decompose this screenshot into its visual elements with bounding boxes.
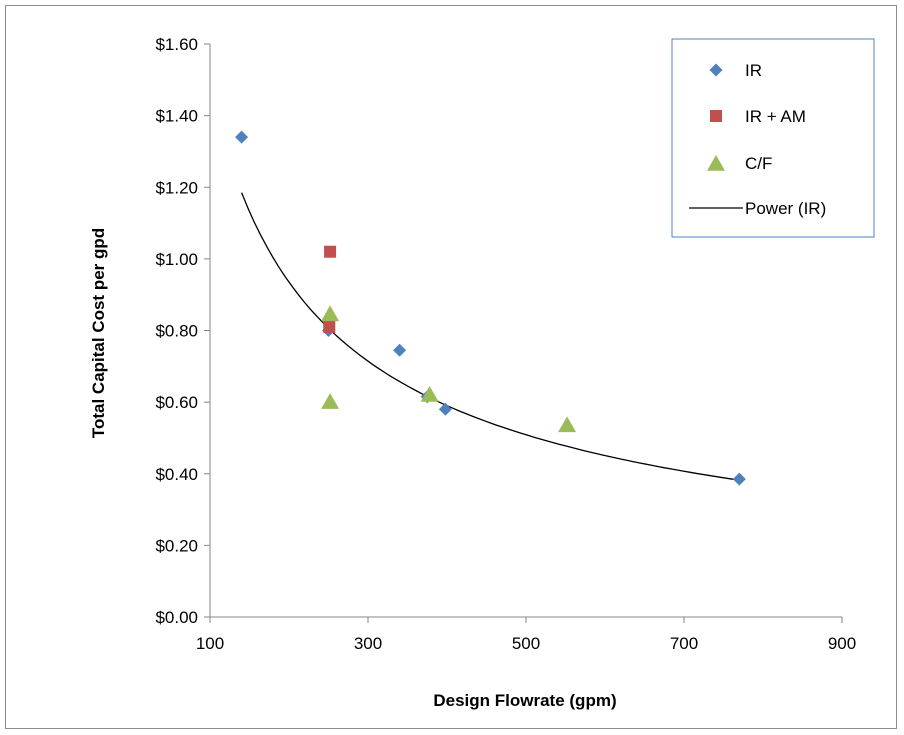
y-tick-label: $0.60 <box>155 393 198 412</box>
x-tick-label: 900 <box>828 634 856 653</box>
triangle-marker <box>321 305 340 322</box>
legend-square-icon <box>710 110 722 122</box>
series-c-f <box>321 305 577 433</box>
legend-triangle-icon <box>707 155 725 171</box>
square-marker <box>324 245 337 258</box>
y-tick-label: $0.80 <box>155 322 198 341</box>
data-markers <box>235 130 746 486</box>
y-axis-title: Total Capital Cost per gpd <box>89 228 108 438</box>
triangle-marker <box>558 416 577 433</box>
triangle-marker <box>321 393 340 409</box>
diamond-marker <box>393 343 407 357</box>
legend-label: IR + AM <box>745 107 806 126</box>
x-tick-label: 300 <box>354 634 382 653</box>
legend-box <box>671 38 875 238</box>
power-trendline <box>240 192 740 481</box>
legend: IR IR + AM C/F Power (IR) <box>671 38 875 238</box>
y-tick-label: $0.40 <box>155 465 198 484</box>
x-axis-title: Design Flowrate (gpm) <box>433 691 616 710</box>
triangle-marker <box>420 385 439 402</box>
x-tick-label: 700 <box>670 634 698 653</box>
legend-label: IR <box>745 61 762 80</box>
legend-label: Power (IR) <box>745 199 826 218</box>
legend-diamond-icon <box>709 63 723 77</box>
x-axis-ticks: 100 300 500 700 900 <box>196 617 856 653</box>
diamond-marker <box>732 472 746 486</box>
y-tick-label: $1.40 <box>155 107 198 126</box>
x-tick-label: 500 <box>512 634 540 653</box>
legend-label: C/F <box>745 154 772 173</box>
y-tick-label: $1.20 <box>155 178 198 197</box>
square-marker <box>323 320 336 333</box>
y-tick-label: $0.00 <box>155 608 198 627</box>
y-tick-label: $1.60 <box>155 35 198 54</box>
y-tick-label: $1.00 <box>155 250 198 269</box>
series-ir <box>235 130 746 486</box>
y-tick-label: $0.20 <box>155 536 198 555</box>
y-axis-ticks: $0.00 $0.20 $0.40 $0.60 $0.80 $1.00 $1.20 $1.40… <box>155 35 210 627</box>
plot-area: $0.00 $0.20 $0.40 $0.60 $0.80 $1.00 $1.20 $1.40… <box>155 35 856 653</box>
x-tick-label: 100 <box>196 634 224 653</box>
diamond-marker <box>438 402 452 416</box>
diamond-marker <box>235 130 249 144</box>
series-ir-am <box>323 245 337 333</box>
